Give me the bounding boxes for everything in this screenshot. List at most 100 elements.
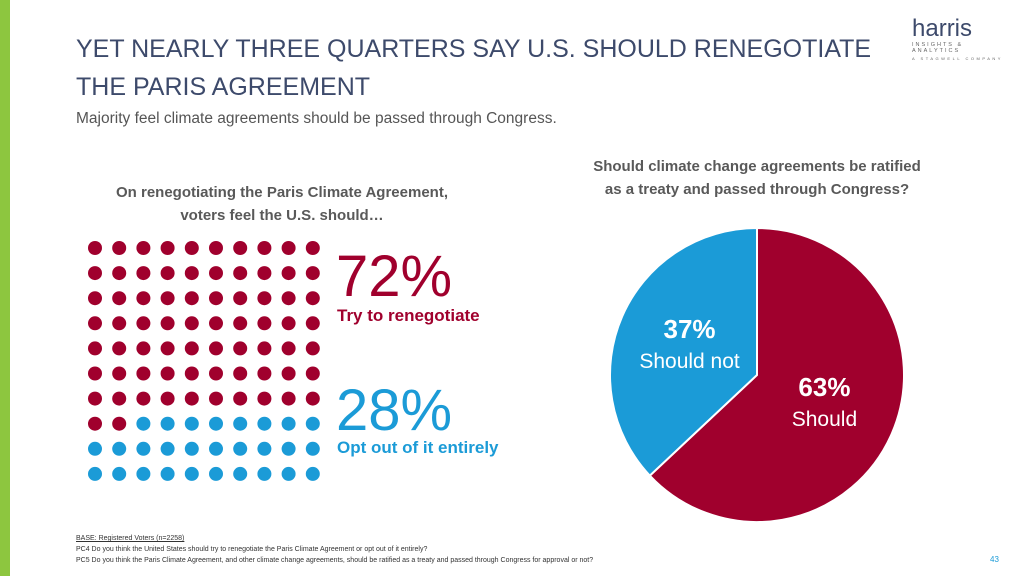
waffle-dot bbox=[136, 341, 151, 356]
waffle-dot bbox=[88, 266, 102, 281]
waffle-dot bbox=[88, 466, 102, 481]
waffle-dot bbox=[305, 341, 320, 356]
waffle-dot bbox=[209, 466, 223, 481]
slide-subtitle: Majority feel climate agreements should … bbox=[76, 110, 557, 127]
footnotes: BASE: Registered Voters (n=2258) PC4 Do … bbox=[76, 533, 593, 566]
waffle-dot bbox=[112, 241, 127, 255]
waffle-dot bbox=[281, 341, 296, 356]
waffle-dot bbox=[305, 466, 320, 481]
waffle-dot bbox=[305, 366, 320, 381]
waffle-dot bbox=[233, 241, 248, 255]
waffle-dot bbox=[257, 441, 272, 456]
waffle-dot bbox=[257, 416, 272, 431]
waffle-dot bbox=[112, 266, 127, 281]
waffle-dot bbox=[88, 391, 102, 406]
waffle-dot bbox=[112, 416, 127, 431]
waffle-dot bbox=[112, 441, 127, 456]
waffle-dot bbox=[257, 466, 272, 481]
waffle-dot bbox=[281, 441, 296, 456]
waffle-dot bbox=[281, 416, 296, 431]
waffle-dot bbox=[233, 416, 248, 431]
slice-category-label: Should not bbox=[639, 350, 740, 373]
waffle-dot bbox=[209, 241, 223, 255]
waffle-dot bbox=[257, 366, 272, 381]
waffle-dot bbox=[184, 466, 199, 481]
waffle-dot bbox=[233, 366, 248, 381]
accent-bar bbox=[0, 0, 10, 576]
logo: harris INSIGHTS & ANALYTICS A STAGWELL C… bbox=[912, 10, 1012, 62]
waffle-dot bbox=[88, 291, 102, 306]
waffle-dot bbox=[233, 316, 248, 331]
waffle-dot bbox=[305, 241, 320, 255]
footnote: BASE: Registered Voters (n=2258) bbox=[76, 535, 185, 542]
waffle-dot bbox=[160, 441, 175, 456]
waffle-dot bbox=[281, 466, 296, 481]
pie-slice bbox=[609, 226, 758, 478]
waffle-title: On renegotiating the Paris Climate Agree… bbox=[115, 184, 448, 224]
waffle-dot bbox=[88, 316, 102, 331]
waffle-dot bbox=[305, 441, 320, 456]
waffle-dot bbox=[281, 291, 296, 306]
waffle-dot bbox=[305, 391, 320, 406]
waffle-dot bbox=[257, 291, 272, 306]
waffle-dot bbox=[88, 366, 102, 381]
waffle-dot bbox=[281, 391, 296, 406]
waffle-dot bbox=[233, 266, 248, 281]
waffle-dot bbox=[112, 366, 127, 381]
slide-title: YET NEARLY THREE QUARTERS SAY U.S. SHOUL… bbox=[76, 35, 872, 101]
waffle-dot bbox=[136, 466, 151, 481]
waffle-dot bbox=[88, 416, 102, 431]
waffle-dot bbox=[112, 391, 127, 406]
category-label: Try to renegotiate bbox=[337, 306, 480, 325]
waffle-dot bbox=[233, 341, 248, 356]
waffle-dot bbox=[160, 466, 175, 481]
waffle-dot bbox=[184, 441, 199, 456]
waffle-dot bbox=[209, 266, 223, 281]
waffle-dot bbox=[160, 341, 175, 356]
waffle-dot bbox=[136, 291, 151, 306]
waffle-dot bbox=[233, 466, 248, 481]
waffle-dot bbox=[160, 316, 175, 331]
waffle-dot bbox=[281, 266, 296, 281]
footnote: PC4 Do you think the United States shoul… bbox=[76, 546, 428, 553]
waffle-dot bbox=[257, 316, 272, 331]
waffle-dot bbox=[184, 266, 199, 281]
waffle-dot bbox=[160, 241, 175, 255]
waffle-dot bbox=[184, 366, 199, 381]
waffle-dot bbox=[136, 266, 151, 281]
waffle-dot bbox=[88, 241, 102, 255]
waffle-dot bbox=[136, 391, 151, 406]
waffle-dot bbox=[184, 341, 199, 356]
waffle-dot bbox=[209, 341, 223, 356]
waffle-dot bbox=[257, 341, 272, 356]
slice-category-label: Should bbox=[792, 408, 857, 431]
waffle-dot bbox=[112, 291, 127, 306]
waffle-dot bbox=[184, 391, 199, 406]
waffle-dot bbox=[305, 416, 320, 431]
waffle-dot bbox=[209, 366, 223, 381]
pie-title: Should climate change agreements be rati… bbox=[593, 158, 921, 198]
waffle-dot bbox=[160, 416, 175, 431]
slice-value-label: 37% bbox=[664, 314, 716, 344]
pie-slice bbox=[648, 226, 906, 523]
value-label: 72% bbox=[336, 244, 452, 309]
waffle-dot bbox=[136, 366, 151, 381]
waffle-dot bbox=[112, 466, 127, 481]
footnote: PC5 Do you think the Paris Climate Agree… bbox=[76, 557, 594, 564]
category-label: Opt out of it entirely bbox=[337, 438, 499, 457]
waffle-dot bbox=[184, 316, 199, 331]
waffle-dot bbox=[136, 316, 151, 331]
waffle-dot bbox=[233, 291, 248, 306]
waffle-dot bbox=[88, 341, 102, 356]
waffle-dot bbox=[136, 441, 151, 456]
waffle-dot bbox=[160, 366, 175, 381]
waffle-dot bbox=[233, 441, 248, 456]
waffle-dot bbox=[209, 416, 223, 431]
waffle-dot bbox=[160, 391, 175, 406]
waffle-dot bbox=[88, 441, 102, 456]
waffle-dot bbox=[257, 266, 272, 281]
waffle-dot bbox=[305, 266, 320, 281]
waffle-dot bbox=[112, 341, 127, 356]
slice-value-label: 63% bbox=[798, 372, 850, 402]
